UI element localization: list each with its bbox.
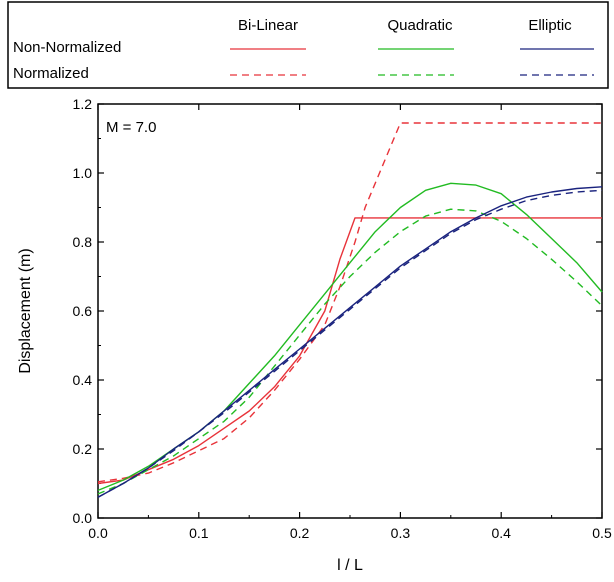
y-axis-label: Displacement (m): [17, 248, 34, 373]
axis-ticks: 0.0 0.1 0.2 0.3 0.4 0.5 0.0 0.2 0.4 0.6 0.8 1.0 1.2: [73, 96, 612, 541]
y-tick-label: 0.0: [73, 510, 93, 526]
series-elliptic-solid: [97, 186, 603, 498]
x-tick-label: 0.2: [290, 525, 310, 541]
series-layer: [97, 122, 603, 498]
y-tick-label: 1.2: [73, 96, 93, 112]
x-tick-label: 0.0: [88, 525, 108, 541]
legend-column-quadratic: Quadratic: [387, 17, 453, 34]
y-tick-label: 0.2: [73, 441, 93, 457]
annotation-m-value: M = 7.0: [106, 119, 156, 136]
series-quadratic-solid: [97, 182, 603, 492]
series-bilinear-dashed: [97, 122, 602, 483]
series-quadratic-dashed: [97, 208, 603, 495]
legend-column-elliptic: Elliptic: [528, 17, 572, 34]
y-tick-label: 0.8: [73, 234, 93, 250]
legend-column-bilinear: Bi-Linear: [238, 17, 298, 34]
series-elliptic-dashed: [97, 189, 603, 498]
x-axis-label: l / L: [337, 557, 363, 574]
y-tick-label: 0.6: [73, 303, 93, 319]
legend-row-normalized: Normalized: [13, 65, 89, 82]
x-tick-label: 0.1: [189, 525, 209, 541]
y-tick-label: 1.0: [73, 165, 93, 181]
x-tick-label: 0.5: [592, 525, 612, 541]
y-tick-label: 0.4: [73, 372, 93, 388]
legend-row-non-normalized: Non-Normalized: [13, 39, 121, 56]
x-tick-label: 0.3: [391, 525, 411, 541]
x-tick-label: 0.4: [491, 525, 511, 541]
legend-frame: [7, 1, 609, 89]
series-bilinear-solid: [97, 217, 602, 485]
legend: Bi-Linear Quadratic Elliptic Non-Normali…: [7, 1, 609, 89]
